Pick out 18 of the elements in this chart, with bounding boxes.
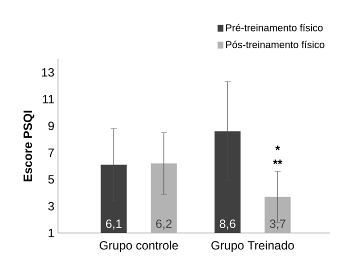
legend-label: Pré-treinamento físico bbox=[226, 24, 323, 32]
x-tick-label: Grupo Treinado bbox=[211, 240, 294, 252]
data-label: 3,7 bbox=[270, 220, 286, 230]
annotation: * bbox=[275, 146, 280, 150]
y-tick-label: 7 bbox=[48, 148, 54, 157]
x-tick-label: Grupo controle bbox=[100, 240, 178, 252]
y-tick-label: 9 bbox=[48, 122, 54, 130]
y-tick-label: 5 bbox=[48, 175, 54, 184]
y-tick-label: 1 bbox=[48, 228, 54, 238]
y-tick-label: 3 bbox=[48, 202, 54, 210]
y-axis-title: Escore PSQI bbox=[24, 110, 34, 182]
y-tick-label: 11 bbox=[42, 95, 54, 104]
legend-label: Pós-treinamento físico bbox=[226, 40, 324, 48]
y-tick-label: 13 bbox=[42, 68, 54, 77]
annotation: ** bbox=[273, 160, 282, 164]
data-label: 8,6 bbox=[220, 220, 236, 230]
data-label: 6,2 bbox=[156, 220, 172, 230]
data-label: 6,1 bbox=[106, 220, 122, 230]
